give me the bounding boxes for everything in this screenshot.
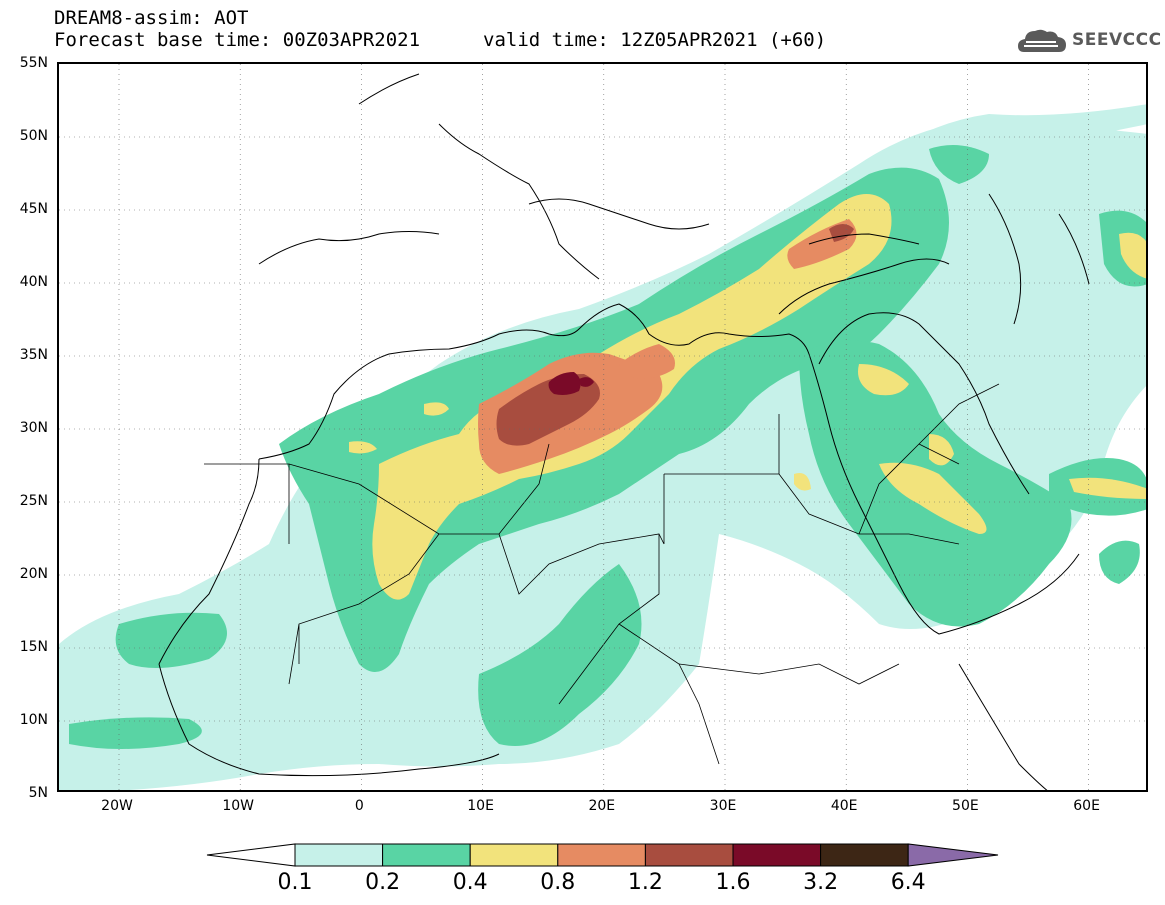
map-grid (59, 64, 1146, 790)
colorbar-label: 6.4 (890, 870, 926, 895)
colorbar (206, 843, 999, 867)
coastlines (158, 73, 1090, 790)
aot-map (59, 64, 1146, 790)
lat-label: 10N (19, 712, 48, 728)
colorbar-over-arrow (907, 843, 999, 867)
seevccc-logo: SEEVCCC (1016, 24, 1161, 58)
colorbar-label: 3.2 (803, 870, 839, 895)
lat-label: 50N (19, 128, 48, 144)
colorbar-bin-3 (557, 843, 646, 867)
lon-label: 30E (709, 798, 737, 814)
lon-label: 10W (222, 798, 255, 814)
colorbar-label: 0.2 (365, 870, 401, 895)
lat-label: 20N (19, 566, 48, 582)
lat-label: 40N (19, 274, 48, 290)
colorbar-bin-2 (469, 843, 559, 867)
colorbar-label: 0.4 (452, 870, 488, 895)
colorbar-bin-4 (644, 843, 734, 867)
colorbar-bin-1 (382, 843, 471, 867)
colorbar-label: 0.8 (540, 870, 576, 895)
lat-label: 5N (28, 785, 48, 801)
colorbar-label: 0.1 (277, 870, 313, 895)
lon-label: 0 (354, 798, 364, 814)
lat-label: 25N (19, 493, 48, 509)
colorbar-label: 1.2 (627, 870, 663, 895)
lat-label: 35N (19, 347, 48, 363)
valid-time: valid time: 12Z05APR2021 (+60) (483, 29, 827, 51)
colorbar-under-arrow (206, 843, 296, 867)
aot-level-1.6 (548, 372, 594, 395)
colorbar-label: 1.6 (715, 870, 751, 895)
map-title: DREAM8-assim: AOT (54, 7, 249, 29)
logo-label: SEEVCCC (1072, 30, 1162, 50)
lat-label: 45N (19, 201, 48, 217)
lon-label: 50E (952, 798, 979, 814)
colorbar-bin-0 (294, 843, 384, 867)
lon-label: 60E (1073, 798, 1100, 814)
forecast-base-time: Forecast base time: 00Z03APR2021 (54, 29, 421, 51)
colorbar-bin-5 (732, 843, 822, 867)
lon-label: 40E (830, 798, 858, 814)
lat-label: 30N (19, 420, 48, 436)
country-borders (204, 383, 1000, 765)
map-area (57, 62, 1148, 792)
colorbar-bin-6 (820, 843, 909, 867)
lat-label: 55N (19, 55, 48, 71)
lat-label: 15N (19, 639, 48, 655)
lon-label: 20E (588, 798, 616, 814)
cloud-icon (1018, 29, 1066, 52)
lon-label: 20W (101, 798, 133, 814)
lon-label: 10E (467, 798, 494, 814)
